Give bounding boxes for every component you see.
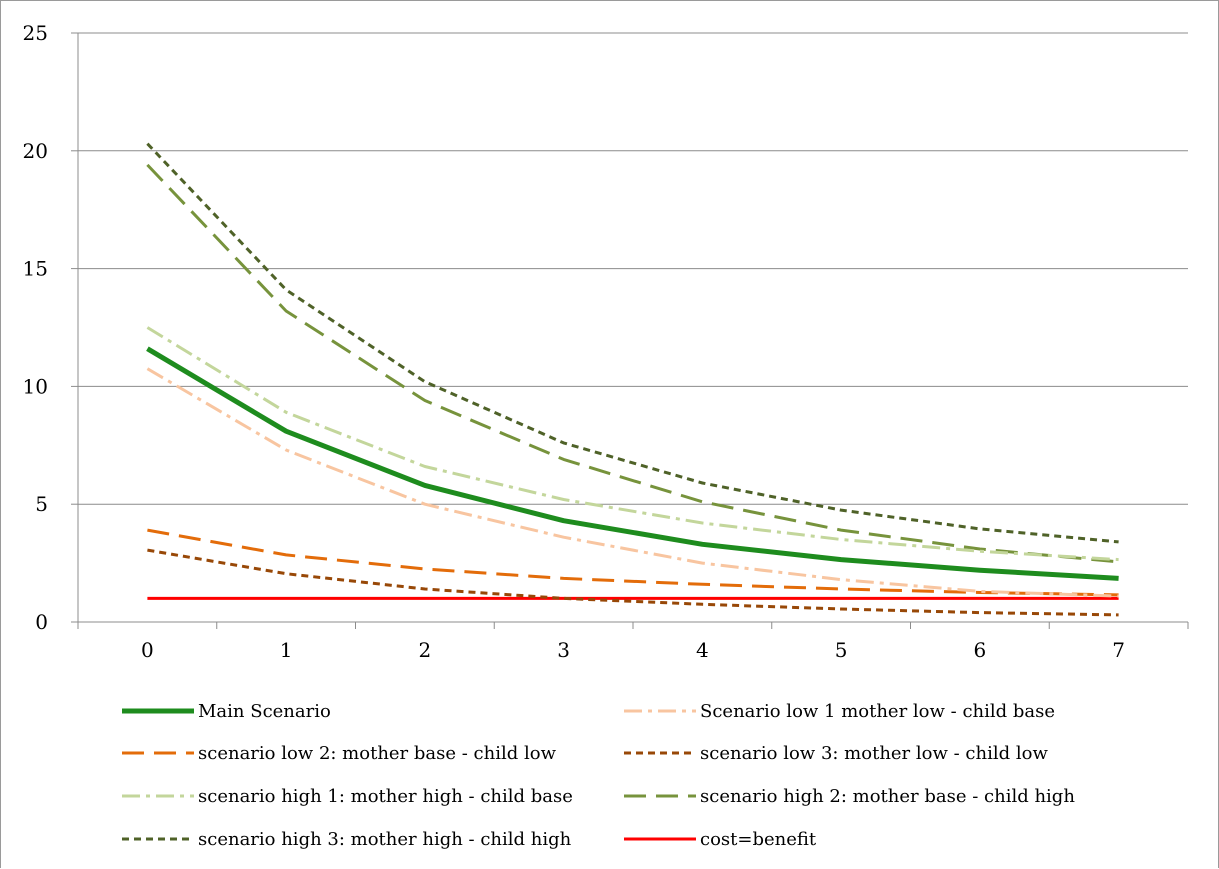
legend-label-8: cost=benefit	[700, 829, 817, 850]
legend-label-3: scenario low 2: mother base - child low	[198, 743, 557, 764]
legend-label-5: scenario high 1: mother high - child bas…	[198, 786, 573, 807]
x-tick-label: 6	[974, 638, 987, 662]
legend-label-1: Main Scenario	[198, 701, 331, 722]
y-tick-label: 5	[35, 492, 48, 516]
x-tick-label: 4	[696, 638, 709, 662]
x-tick-label: 5	[835, 638, 848, 662]
legend-label-2: Scenario low 1 mother low - child base	[700, 701, 1055, 722]
series-line-3	[147, 528, 1119, 597]
legend-label-7: scenario high 3: mother high - child hig…	[198, 829, 572, 850]
series-line-1	[146, 346, 1119, 581]
series-line-2	[146, 367, 1119, 598]
series-line-6	[146, 163, 1119, 564]
y-tick-label: 0	[35, 610, 48, 634]
series-line-7	[146, 142, 1119, 544]
y-tick-label: 10	[23, 374, 48, 398]
y-tick-label: 20	[23, 139, 48, 163]
x-tick-label: 3	[557, 638, 570, 662]
y-tick-label: 15	[23, 257, 48, 281]
legend-label-6: scenario high 2: mother base - child hig…	[700, 786, 1075, 807]
x-tick-label: 2	[419, 638, 432, 662]
y-tick-label: 25	[23, 21, 48, 45]
series-line-5	[146, 326, 1119, 562]
x-tick-label: 7	[1112, 638, 1125, 662]
legend-label-4: scenario low 3: mother low - child low	[700, 743, 1048, 764]
x-tick-label: 0	[141, 638, 154, 662]
x-tick-label: 1	[280, 638, 293, 662]
